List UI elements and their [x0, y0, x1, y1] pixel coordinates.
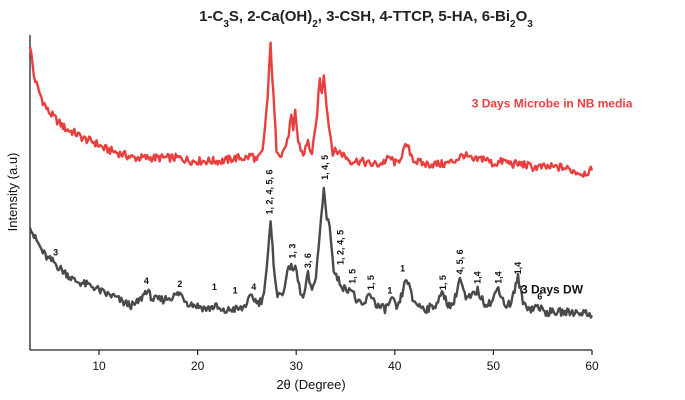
peak-annotation: 1, 5	[366, 275, 376, 290]
x-axis-label: 2θ (Degree)	[276, 377, 345, 392]
series-label-0: 3 Days Microbe in NB media	[472, 96, 633, 110]
series-line-1	[28, 186, 594, 319]
peak-annotation: 1, 4, 5	[320, 155, 330, 180]
chart-title-part: , 3-CSH, 4-TTCP, 5-HA, 6-Bi	[318, 8, 510, 25]
x-tick-label: 40	[388, 359, 402, 373]
peak-annotation: 1, 5	[438, 275, 448, 290]
peak-annotation: 1,4	[473, 271, 483, 284]
peak-annotation: 1, 3	[287, 244, 297, 259]
series-layer: 3 Days Microbe in NB media 3 Days DW	[28, 41, 633, 319]
x-tick-label: 10	[92, 359, 106, 373]
peak-annotation: 1	[387, 285, 392, 295]
y-axis-label: Intensity (a.u)	[5, 153, 20, 232]
peak-annotation: 1,4	[513, 262, 523, 275]
peak-annotation: 4	[251, 282, 256, 292]
chart-title-sub: 2	[510, 19, 516, 30]
peak-annotation: 1	[400, 263, 405, 273]
series-label-1: 3 Days DW	[521, 282, 584, 296]
peak-annotation: 2	[177, 279, 182, 289]
x-tick-label: 50	[487, 359, 501, 373]
x-axis-ticks: 10 20 30 40 50 60	[92, 350, 599, 373]
peak-annotation: 1, 2, 4, 5	[336, 230, 346, 265]
chart-title-sub: 3	[527, 19, 533, 30]
peak-annotation: 1	[233, 285, 238, 295]
peak-annotation: 6	[537, 292, 542, 302]
chart-title-part: S, 2-Ca(OH)	[229, 8, 312, 25]
x-tick-label: 20	[191, 359, 205, 373]
series-line-0	[28, 41, 594, 178]
chart-title-part: O	[516, 8, 528, 25]
peak-annotation: 1	[212, 282, 217, 292]
chart-title-sub: 2	[312, 19, 318, 30]
x-tick-label: 60	[585, 359, 599, 373]
peak-annotations: 3 4 2 1 1 4 1, 2, 4, 5, 6 1, 3 3, 6 1, 4, 5 1, 2, …	[53, 155, 542, 302]
chart-title-sub: 3	[223, 19, 229, 30]
peak-annotation: 1, 2, 4, 5, 6	[265, 170, 275, 215]
peak-annotation: 4	[144, 276, 149, 286]
peak-annotation: 1, 5	[347, 269, 357, 284]
chart-title: 1-C3S, 2-Ca(OH)2, 3-CSH, 4-TTCP, 5-HA, 6…	[199, 8, 533, 30]
chart-title-part: 1-C	[199, 8, 223, 25]
x-tick-label: 30	[290, 359, 304, 373]
peak-annotation: 3, 6	[303, 253, 313, 268]
peak-annotation: 3	[53, 248, 58, 258]
peak-annotation: 4, 5, 6	[455, 249, 465, 274]
peak-annotation: 1,4	[493, 271, 503, 284]
